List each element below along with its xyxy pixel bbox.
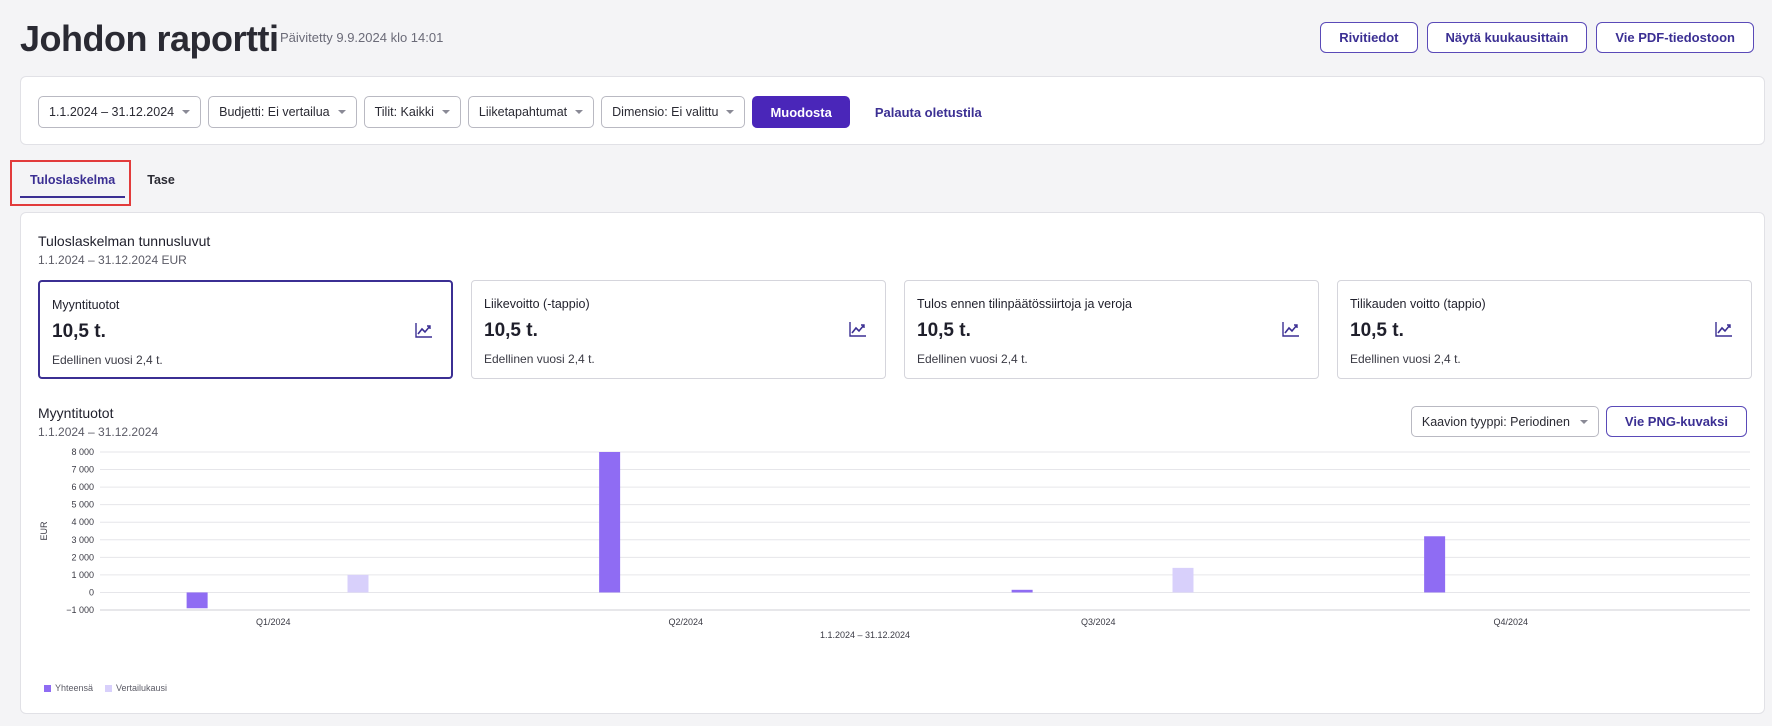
chart-title: Myyntituotot <box>38 405 114 421</box>
filter-bar: 1.1.2024 – 31.12.2024 Budjetti: Ei verta… <box>38 96 1000 128</box>
row-details-button[interactable]: Rivitiedot <box>1320 22 1418 53</box>
kpi-card-profit-before-taxes[interactable]: Tulos ennen tilinpäätössiirtoja ja veroj… <box>904 280 1319 379</box>
bar-total <box>186 592 208 609</box>
x-tick-label: Q2/2024 <box>668 617 703 627</box>
page-title: Johdon raportti <box>20 18 279 59</box>
legend-item-comparison[interactable]: Vertailukausi <box>105 683 167 693</box>
y-tick-label: 8 000 <box>71 447 94 457</box>
chart-legend: Yhteensä Vertailukausi <box>44 683 167 693</box>
y-tick-label: 2 000 <box>71 552 94 562</box>
export-pdf-button[interactable]: Vie PDF-tiedostoon <box>1596 22 1754 53</box>
y-tick-label: 1 000 <box>71 570 94 580</box>
bar-comparison <box>1172 567 1194 593</box>
tab-balance-sheet[interactable]: Tase <box>147 173 175 187</box>
period-select-value: 1.1.2024 – 31.12.2024 <box>49 105 175 119</box>
y-tick-label: 3 000 <box>71 535 94 545</box>
tab-income-statement[interactable]: Tuloslaskelma <box>20 160 126 200</box>
y-tick-label: 4 000 <box>71 517 94 527</box>
kpi-label: Tilikauden voitto (tappio) <box>1350 297 1486 311</box>
y-tick-label: −1 000 <box>66 605 94 615</box>
trend-chart-icon[interactable] <box>415 322 433 338</box>
bar-total <box>1424 536 1446 593</box>
chart-type-value: Kaavion tyyppi: Periodinen <box>1421 414 1570 429</box>
accounts-select-value: Tilit: Kaikki <box>374 105 434 119</box>
kpi-label: Myyntituotot <box>52 298 120 312</box>
chevron-down-icon <box>441 110 450 114</box>
chart-actions: Kaavion tyyppi: Periodinen Vie PNG-kuvak… <box>1410 406 1747 437</box>
trend-chart-icon[interactable] <box>849 321 867 337</box>
kpi-card-sales[interactable]: Myyntituotot 10,5 t. Edellinen vuosi 2,4… <box>38 280 453 379</box>
transactions-select[interactable]: Liiketapahtumat <box>467 96 595 128</box>
kpi-value: 10,5 t. <box>917 320 971 341</box>
legend-label: Vertailukausi <box>116 683 168 693</box>
bar-comparison <box>347 574 369 593</box>
chart-subtitle: 1.1.2024 – 31.12.2024 <box>38 425 159 439</box>
x-tick-label: Q1/2024 <box>256 617 291 627</box>
kpi-card-operating-profit[interactable]: Liikevoitto (-tappio) 10,5 t. Edellinen … <box>471 280 886 379</box>
filter-panel: 1.1.2024 – 31.12.2024 Budjetti: Ei verta… <box>20 76 1765 145</box>
y-tick-label: 6 000 <box>71 482 94 492</box>
sales-bar-chart: −1 000 0 1 000 2 000 3 000 4 000 5 000 6 000 7 0… <box>38 445 1750 675</box>
dimension-select-value: Dimensio: Ei valittu <box>612 105 719 119</box>
budget-select-value: Budjetti: Ei vertailua <box>219 105 330 119</box>
show-monthly-button[interactable]: Näytä kuukausittain <box>1426 22 1588 53</box>
kpi-cards: Myyntituotot 10,5 t. Edellinen vuosi 2,4… <box>38 280 1752 379</box>
kpi-section-subtitle: 1.1.2024 – 31.12.2024 EUR <box>38 253 187 267</box>
y-tick-label: 0 <box>89 587 94 597</box>
report-tabs: Tuloslaskelma Tase <box>20 160 197 200</box>
header-actions: Rivitiedot Näytä kuukausittain Vie PDF-t… <box>1320 22 1754 53</box>
chevron-down-icon <box>1579 419 1588 424</box>
report-panel: Tuloslaskelman tunnusluvut 1.1.2024 – 31… <box>20 212 1765 714</box>
bar-total <box>599 452 621 593</box>
kpi-label: Liikevoitto (-tappio) <box>484 297 590 311</box>
chevron-down-icon <box>337 110 346 114</box>
kpi-value: 10,5 t. <box>484 320 538 341</box>
y-axis-label: EUR <box>39 521 49 541</box>
legend-swatch-comparison <box>105 684 113 692</box>
period-select[interactable]: 1.1.2024 – 31.12.2024 <box>38 96 202 128</box>
trend-chart-icon[interactable] <box>1715 321 1733 337</box>
generate-button[interactable]: Muodosta <box>752 96 850 128</box>
trend-chart-icon[interactable] <box>1282 321 1300 337</box>
y-tick-label: 7 000 <box>71 465 94 475</box>
y-tick-label: 5 000 <box>71 500 94 510</box>
transactions-select-value: Liiketapahtumat <box>478 105 568 119</box>
kpi-label: Tulos ennen tilinpäätössiirtoja ja veroj… <box>917 297 1132 311</box>
x-tick-label: Q3/2024 <box>1081 617 1116 627</box>
x-tick-label: Q4/2024 <box>1493 617 1528 627</box>
chevron-down-icon <box>182 110 191 114</box>
kpi-section-title: Tuloslaskelman tunnusluvut <box>38 233 211 249</box>
dimension-select[interactable]: Dimensio: Ei valittu <box>601 96 746 128</box>
kpi-previous-year: Edellinen vuosi 2,4 t. <box>917 352 1028 366</box>
chart-type-select[interactable]: Kaavion tyyppi: Periodinen <box>1410 406 1599 437</box>
kpi-previous-year: Edellinen vuosi 2,4 t. <box>484 352 595 366</box>
kpi-previous-year: Edellinen vuosi 2,4 t. <box>52 353 163 367</box>
kpi-previous-year: Edellinen vuosi 2,4 t. <box>1350 352 1461 366</box>
chart-svg: −1 000 0 1 000 2 000 3 000 4 000 5 000 6 000 7 0… <box>39 447 1750 640</box>
kpi-value: 10,5 t. <box>1350 320 1404 341</box>
export-png-button[interactable]: Vie PNG-kuvaksi <box>1605 406 1747 437</box>
last-updated-text: Päivitetty 9.9.2024 klo 14:01 <box>280 30 444 45</box>
kpi-value: 10,5 t. <box>52 321 106 342</box>
chevron-down-icon <box>726 110 735 114</box>
chevron-down-icon <box>575 110 584 114</box>
accounts-select[interactable]: Tilit: Kaikki <box>363 96 461 128</box>
page-header: Johdon raportti Päivitetty 9.9.2024 klo … <box>20 14 1754 64</box>
budget-select[interactable]: Budjetti: Ei vertailua <box>208 96 357 128</box>
bar-total <box>1011 589 1033 593</box>
legend-swatch-total <box>44 684 51 692</box>
legend-label: Yhteensä <box>55 683 94 693</box>
x-axis-label: 1.1.2024 – 31.12.2024 <box>820 630 910 640</box>
reset-defaults-link[interactable]: Palauta oletustila <box>874 104 982 120</box>
legend-item-total[interactable]: Yhteensä <box>44 683 93 693</box>
kpi-card-net-profit[interactable]: Tilikauden voitto (tappio) 10,5 t. Edell… <box>1337 280 1752 379</box>
